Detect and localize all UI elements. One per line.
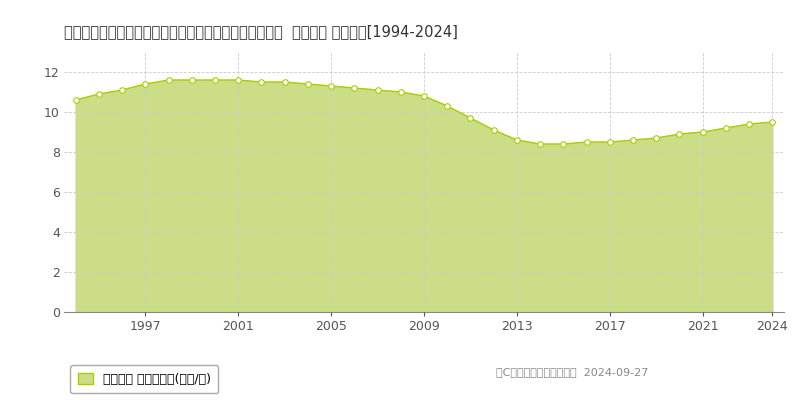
Point bbox=[696, 129, 709, 135]
Point bbox=[557, 141, 570, 147]
Point bbox=[394, 89, 407, 95]
Point bbox=[626, 137, 639, 143]
Point bbox=[325, 83, 338, 89]
Point bbox=[534, 141, 546, 147]
Point bbox=[278, 79, 291, 85]
Point bbox=[186, 77, 198, 83]
Point bbox=[603, 139, 616, 145]
Text: （C）土地価格ドットコム  2024-09-27: （C）土地価格ドットコム 2024-09-27 bbox=[496, 367, 648, 377]
Point bbox=[487, 127, 500, 133]
Point bbox=[348, 85, 361, 91]
Point bbox=[510, 137, 523, 143]
Point bbox=[371, 87, 384, 93]
Point bbox=[580, 139, 593, 145]
Point bbox=[116, 87, 129, 93]
Text: 佐賀県三養基郡上峰町大字坊所字一本谷２５５８番６８  公示地価 地価推移[1994-2024]: 佐賀県三養基郡上峰町大字坊所字一本谷２５５８番６８ 公示地価 地価推移[1994… bbox=[64, 24, 458, 39]
Point bbox=[464, 115, 477, 121]
Point bbox=[766, 119, 778, 125]
Point bbox=[93, 91, 106, 97]
Point bbox=[232, 77, 245, 83]
Point bbox=[162, 77, 175, 83]
Point bbox=[70, 97, 82, 103]
Point bbox=[255, 79, 268, 85]
Point bbox=[418, 93, 430, 99]
Point bbox=[650, 135, 662, 141]
Point bbox=[302, 81, 314, 87]
Point bbox=[742, 121, 755, 127]
Point bbox=[209, 77, 222, 83]
Point bbox=[673, 131, 686, 137]
Point bbox=[441, 103, 454, 109]
Point bbox=[719, 125, 732, 131]
Legend: 公示地価 平均坪単価(万円/坪): 公示地価 平均坪単価(万円/坪) bbox=[70, 365, 218, 393]
Point bbox=[139, 81, 152, 87]
